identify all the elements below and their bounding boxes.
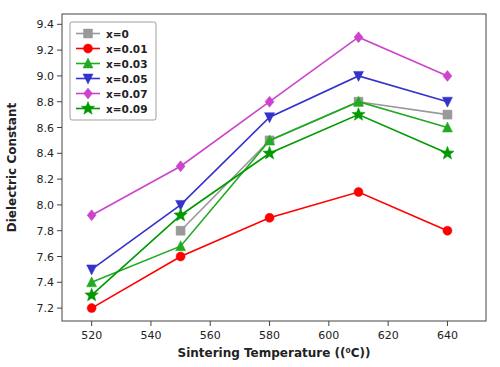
y-tick-label: 8.2 — [37, 173, 55, 186]
point — [443, 70, 452, 81]
series-line — [92, 76, 448, 269]
series — [87, 32, 452, 221]
x-axis-label: Sintering Temperature ((⁰C)) — [177, 346, 370, 360]
y-tick-label: 9.0 — [37, 70, 55, 83]
y-axis-label: Dielectric Constant — [5, 103, 19, 233]
y-tick — [57, 282, 62, 283]
y-tick — [57, 308, 62, 309]
plot-data — [85, 32, 454, 313]
point — [354, 96, 364, 106]
point — [265, 135, 275, 145]
series — [87, 71, 453, 274]
x-tick — [447, 321, 448, 326]
legend-marker — [81, 102, 94, 115]
point — [354, 32, 363, 43]
point — [443, 110, 452, 119]
y-tick-label: 8.6 — [37, 122, 55, 135]
y-tick — [57, 75, 62, 76]
point — [87, 265, 97, 275]
legend-label: x=0.03 — [106, 58, 147, 70]
legend-box — [70, 22, 156, 120]
point — [87, 210, 96, 221]
point — [176, 161, 185, 172]
y-tick-label: 9.4 — [37, 18, 55, 31]
series-line — [92, 102, 448, 283]
x-tick — [388, 321, 389, 326]
point — [354, 71, 364, 81]
plot-frame — [62, 14, 486, 321]
point — [176, 226, 185, 235]
point — [354, 97, 363, 106]
y-tick — [57, 256, 62, 257]
series-line — [92, 192, 448, 308]
y-tick — [57, 127, 62, 128]
point — [263, 146, 276, 159]
y-tick-label: 7.6 — [37, 251, 55, 264]
x-tick-label: 540 — [140, 329, 161, 342]
legend-marker — [84, 44, 93, 53]
legend-label: x=0.01 — [106, 43, 147, 55]
point — [352, 108, 365, 121]
point — [442, 97, 452, 107]
x-tick-label: 600 — [318, 329, 339, 342]
x-tick — [269, 321, 270, 326]
x-tick — [328, 321, 329, 326]
point — [442, 122, 452, 132]
x-tick — [210, 321, 211, 326]
point — [265, 96, 274, 107]
x-tick-label: 640 — [437, 329, 458, 342]
x-tick-label: 620 — [378, 329, 399, 342]
legend-marker — [84, 29, 93, 38]
point — [354, 188, 363, 197]
series — [87, 96, 453, 287]
point — [176, 241, 186, 251]
legend-marker — [83, 58, 93, 68]
y-tick-label: 8.0 — [37, 199, 55, 212]
y-tick-label: 7.8 — [37, 225, 55, 238]
point — [176, 252, 185, 261]
x-tick-label: 580 — [259, 329, 280, 342]
legend-marker — [83, 74, 93, 84]
x-tick — [150, 321, 151, 326]
y-tick — [57, 230, 62, 231]
y-tick-label: 8.8 — [37, 96, 55, 109]
y-tick-label: 7.4 — [37, 276, 55, 289]
y-tick-label: 7.2 — [37, 302, 55, 315]
legend-label: x=0 — [106, 28, 129, 40]
y-tick — [57, 179, 62, 180]
point — [265, 136, 274, 145]
x-tick-label: 520 — [81, 329, 102, 342]
point — [174, 208, 187, 221]
legend-label: x=0.09 — [106, 103, 147, 115]
y-tick — [57, 24, 62, 25]
axes: 520 540 560 580 600 620 640 7.2 7.4 7.6 7.8 8.0 8.2 8… — [37, 18, 458, 342]
x-tick — [91, 321, 92, 326]
y-tick-label: 9.2 — [37, 44, 55, 57]
y-tick — [57, 101, 62, 102]
y-tick-label: 8.4 — [37, 147, 55, 160]
legend: x=0 x=0.01 x=0.03 x=0.05 x=0.07 x=0.09 — [70, 22, 156, 120]
chart: 520 540 560 580 600 620 640 7.2 7.4 7.6 7.8 8.0 8.2 8… — [0, 0, 500, 367]
legend-marker — [84, 88, 93, 99]
series-line — [92, 37, 448, 215]
legend-label: x=0.07 — [106, 88, 147, 100]
y-tick — [57, 204, 62, 205]
y-tick — [57, 153, 62, 154]
point — [265, 113, 275, 123]
point — [441, 146, 454, 159]
series — [85, 108, 454, 301]
point — [87, 277, 97, 287]
series-line — [92, 115, 448, 296]
x-tick-label: 560 — [200, 329, 221, 342]
point — [265, 213, 274, 222]
point — [443, 226, 452, 235]
point — [87, 304, 96, 313]
y-tick — [57, 50, 62, 51]
legend-label: x=0.05 — [106, 73, 147, 85]
point — [85, 288, 98, 301]
